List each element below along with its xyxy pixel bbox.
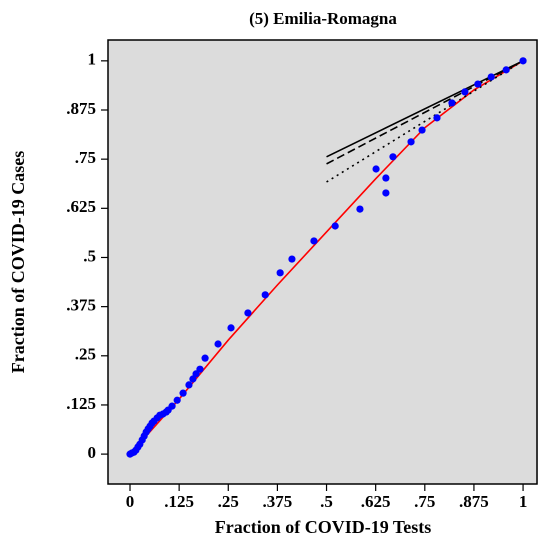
point bbox=[288, 255, 296, 263]
x-tick-label: .375 bbox=[263, 492, 293, 511]
x-tick-label: .875 bbox=[459, 492, 489, 511]
point bbox=[433, 114, 441, 122]
point bbox=[356, 205, 364, 213]
point bbox=[168, 402, 176, 410]
plot-border bbox=[107, 39, 538, 485]
x-tick-label: .625 bbox=[361, 492, 391, 511]
point bbox=[214, 340, 222, 348]
y-tick-label: 0 bbox=[88, 443, 97, 462]
point bbox=[227, 324, 235, 332]
point bbox=[407, 138, 415, 146]
point bbox=[331, 222, 339, 230]
y-tick-label: .375 bbox=[66, 296, 96, 315]
point bbox=[418, 126, 426, 134]
point bbox=[448, 99, 456, 107]
point bbox=[382, 174, 390, 182]
point bbox=[474, 80, 482, 88]
x-tick-label: .75 bbox=[414, 492, 435, 511]
point bbox=[261, 291, 269, 299]
point bbox=[179, 389, 187, 397]
y-tick-label: .5 bbox=[83, 246, 96, 265]
point bbox=[382, 189, 390, 197]
chart-title: (5) Emilia-Romagna bbox=[249, 9, 397, 28]
point bbox=[372, 165, 380, 173]
x-tick-label: .5 bbox=[320, 492, 333, 511]
point bbox=[185, 381, 193, 389]
point bbox=[310, 237, 318, 245]
x-axis-label: Fraction of COVID-19 Tests bbox=[215, 517, 432, 537]
point bbox=[389, 153, 397, 161]
x-tick-label: .125 bbox=[164, 492, 194, 511]
point bbox=[502, 66, 510, 74]
point bbox=[173, 396, 181, 404]
y-tick-label: .25 bbox=[75, 345, 96, 364]
y-axis-label: Fraction of COVID-19 Cases bbox=[8, 151, 28, 373]
point bbox=[244, 309, 252, 317]
y-tick-label: .875 bbox=[66, 99, 96, 118]
plot-area bbox=[108, 40, 538, 484]
point bbox=[192, 370, 200, 378]
y-tick-label: 1 bbox=[88, 50, 97, 69]
line bbox=[326, 60, 524, 183]
y-tick-label: .75 bbox=[75, 148, 96, 167]
point bbox=[461, 88, 469, 96]
y-tick-label: .125 bbox=[66, 394, 96, 413]
point bbox=[276, 269, 284, 277]
x-tick-label: .25 bbox=[218, 492, 239, 511]
point bbox=[196, 365, 204, 373]
y-tick-label: .625 bbox=[66, 197, 96, 216]
x-tick-label: 1 bbox=[519, 492, 528, 511]
point bbox=[201, 354, 209, 362]
point bbox=[519, 57, 527, 65]
point bbox=[487, 73, 495, 81]
x-tick-label: 0 bbox=[126, 492, 135, 511]
